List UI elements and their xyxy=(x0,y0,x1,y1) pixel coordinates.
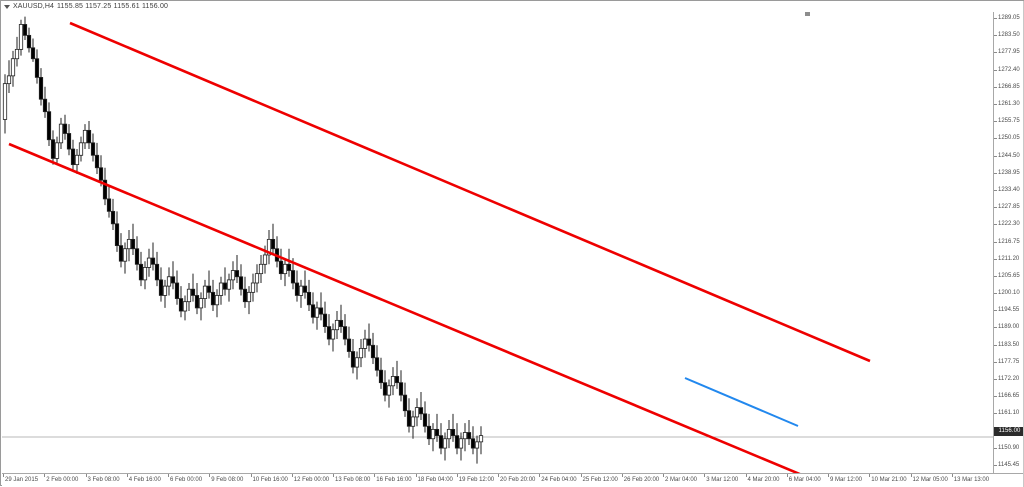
symbol-timeframe-label: XAUUSD,H4 xyxy=(13,3,54,10)
price-tick-label: 1211.20 xyxy=(994,256,1019,263)
time-tick-label: 6 Feb 00:00 xyxy=(168,474,202,484)
price-tick-label: 1150.90 xyxy=(994,445,1019,452)
time-tick-label: 10 Mar 21:00 xyxy=(869,474,907,484)
price-tick-label: 1161.10 xyxy=(994,410,1019,417)
time-tick-label: 4 Mar 20:00 xyxy=(745,474,780,484)
price-tick-label: 1172.20 xyxy=(994,376,1019,383)
price-tick-label: 1272.40 xyxy=(994,67,1020,74)
time-tick-label: 9 Mar 12:00 xyxy=(828,474,862,484)
time-tick-label: 10 Feb 16:00 xyxy=(250,474,288,484)
candle-series xyxy=(2,16,484,464)
time-tick-label: 16 Feb 16:00 xyxy=(374,474,412,484)
dropdown-triangle-icon[interactable] xyxy=(4,4,10,9)
time-tick-label: 13 Mar 13:00 xyxy=(951,474,989,484)
time-tick-label: 3 Feb 08:00 xyxy=(85,474,120,484)
time-axis[interactable]: 29 Jan 2015 2 Feb 00:00 3 Feb 08:00 4 Feb 1… xyxy=(2,473,1024,487)
chart-plot-area[interactable] xyxy=(2,12,993,473)
channel-upper-line[interactable] xyxy=(69,21,871,363)
current-price-label: 1156.00 xyxy=(994,426,1024,436)
channel-lower-line[interactable] xyxy=(8,142,802,473)
time-tick-label: 18 Feb 04:00 xyxy=(415,474,453,484)
candlestick-canvas xyxy=(2,12,993,473)
time-tick-label: 13 Feb 08:00 xyxy=(333,474,370,484)
price-tick-label: 1250.05 xyxy=(994,135,1020,142)
time-tick-label: 25 Feb 12:00 xyxy=(580,474,618,484)
price-tick-label: 1216.75 xyxy=(994,239,1020,246)
time-tick-label: 3 Mar 12:00 xyxy=(704,474,738,484)
price-tick-label: 1183.50 xyxy=(994,342,1019,349)
price-tick-label: 1145.45 xyxy=(994,462,1019,469)
price-tick-label: 1205.65 xyxy=(994,273,1020,280)
price-tick-label: 1266.85 xyxy=(994,84,1020,91)
price-tick-label: 1166.65 xyxy=(994,393,1019,400)
time-tick-label: 12 Feb 00:00 xyxy=(291,474,329,484)
price-tick-label: 1227.85 xyxy=(994,204,1020,211)
chart-header: XAUUSD,H4 1155.85 1157.25 1155.61 1156.0… xyxy=(1,1,1024,12)
cursor-marker xyxy=(805,12,810,16)
price-tick-label: 1283.50 xyxy=(994,32,1020,39)
price-tick-label: 1261.30 xyxy=(994,101,1020,108)
blue-resistance-line[interactable] xyxy=(684,377,799,427)
time-tick-label: 12 Mar 05:00 xyxy=(910,474,948,484)
price-tick-label: 1244.50 xyxy=(994,153,1020,160)
time-tick-label: 6 Mar 04:00 xyxy=(786,474,821,484)
price-tick-label: 1222.30 xyxy=(994,221,1020,228)
price-tick-label: 1200.10 xyxy=(994,290,1020,297)
time-tick-label: 2 Feb 00:00 xyxy=(44,474,78,484)
price-tick-label: 1194.55 xyxy=(994,307,1019,314)
price-tick-label: 1277.95 xyxy=(994,49,1020,56)
price-tick-label: 1238.95 xyxy=(994,170,1020,177)
time-tick-label: 4 Feb 16:00 xyxy=(126,474,161,484)
time-tick-label: 9 Feb 08:00 xyxy=(209,474,243,484)
price-tick-label: 1233.40 xyxy=(994,187,1020,194)
time-tick-label: 2 Mar 04:00 xyxy=(663,474,697,484)
time-tick-label: 29 Jan 2015 xyxy=(3,474,38,484)
price-tick-label: 1189.00 xyxy=(994,324,1019,331)
time-tick-label: 20 Feb 20:00 xyxy=(498,474,535,484)
price-tick-label: 1289.05 xyxy=(994,15,1020,22)
time-tick-label: 26 Feb 20:00 xyxy=(621,474,659,484)
trendline-group[interactable] xyxy=(8,21,871,473)
price-axis[interactable]: 1289.05 1283.50 1277.95 1272.40 1266.85 1261.… xyxy=(993,12,1024,473)
ohlc-values-label: 1155.85 1157.25 1155.61 1156.00 xyxy=(56,3,169,10)
price-tick-label: 1255.75 xyxy=(994,118,1020,125)
time-tick-label: 19 Feb 12:00 xyxy=(456,474,494,484)
price-tick-label: 1177.75 xyxy=(994,359,1019,366)
time-tick-label: 24 Feb 04:00 xyxy=(539,474,577,484)
